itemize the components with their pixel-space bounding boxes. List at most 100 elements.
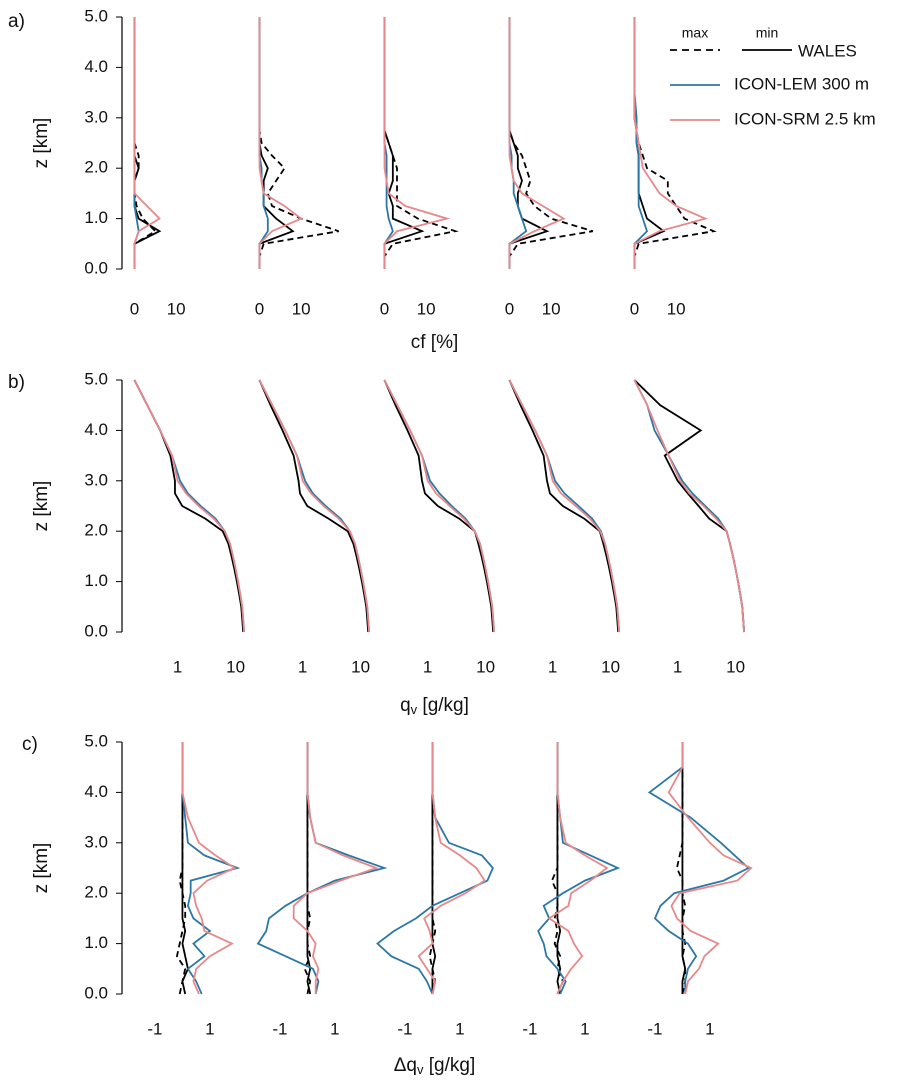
x-tick-label: 0 [505, 299, 514, 318]
y-tick-label: 5.0 [84, 6, 108, 25]
x-axis-title-main: Δq [394, 1055, 417, 1076]
profile-line [383, 379, 496, 633]
x-tick-label: 10 [476, 657, 495, 676]
y-tick-label: 3.0 [84, 832, 108, 851]
y-tick-label: 2.0 [84, 521, 108, 540]
profile-line [258, 17, 303, 269]
panel-label: b) [8, 372, 25, 393]
x-axis-title-sub: v [411, 702, 418, 717]
profile-line [383, 17, 425, 269]
x-tick-label: -1 [647, 1019, 662, 1038]
x-tick-label: 10 [292, 299, 311, 318]
x-tick-label: 10 [226, 657, 245, 676]
profile-line [383, 379, 495, 633]
y-tick-label: 2.0 [84, 883, 108, 902]
profile-line [633, 379, 746, 633]
profile-line [175, 742, 187, 995]
profile-line [383, 17, 459, 269]
x-axis-title: cf [%] [411, 332, 459, 353]
y-tick-label: 3.0 [84, 107, 108, 126]
profile-line [133, 379, 245, 633]
legend-label: max [682, 25, 708, 41]
profile-line [508, 17, 566, 269]
profile-line [258, 379, 371, 633]
x-tick-label: 1 [298, 657, 307, 676]
x-axis-title-unit: [g/kg] [417, 695, 469, 716]
y-tick-label: 5.0 [84, 369, 108, 388]
x-tick-label: 10 [601, 657, 620, 676]
x-tick-label: 1 [455, 1019, 464, 1038]
x-tick-label: -1 [522, 1019, 537, 1038]
x-tick-label: 1 [673, 657, 682, 676]
x-tick-label: -1 [147, 1019, 162, 1038]
x-tick-label: 1 [330, 1019, 339, 1038]
y-tick-label: 3.0 [84, 470, 108, 489]
x-tick-label: 10 [351, 657, 370, 676]
profile-line [633, 17, 649, 269]
profile-line [292, 742, 379, 994]
profile-line [431, 742, 437, 994]
profile-line [181, 742, 189, 995]
x-tick-label: 1 [705, 1019, 714, 1038]
profile-line [508, 17, 528, 269]
profile-line [133, 379, 246, 633]
x-tick-label: 10 [167, 299, 186, 318]
x-tick-label: 10 [542, 299, 561, 318]
y-tick-label: 4.0 [84, 782, 108, 801]
y-tick-label: 5.0 [84, 731, 108, 750]
x-tick-label: 1 [580, 1019, 589, 1038]
profile-line [681, 742, 687, 994]
profile-line [133, 17, 157, 269]
profile-line [133, 17, 161, 269]
y-tick-label: 0.0 [84, 983, 108, 1002]
profile-line [633, 379, 746, 633]
legend-label: ICON-LEM 300 m [734, 74, 869, 93]
x-tick-label: 10 [726, 657, 745, 676]
x-tick-label: 0 [255, 299, 264, 318]
x-tick-label: 0 [630, 299, 639, 318]
legend-label: ICON-SRM 2.5 km [734, 109, 876, 128]
x-tick-label: -1 [397, 1019, 412, 1038]
x-tick-label: 1 [548, 657, 557, 676]
profile-line [417, 742, 486, 995]
y-tick-label: 1.0 [84, 571, 108, 590]
y-axis-title: z [km] [31, 481, 52, 532]
x-tick-label: 0 [130, 299, 139, 318]
profile-line [547, 742, 609, 995]
legend-label: WALES [798, 41, 857, 60]
profile-line [667, 742, 753, 995]
profile-line [383, 17, 451, 269]
panel-label: c) [22, 734, 38, 755]
profile-line [508, 17, 594, 269]
profile-line [556, 742, 562, 995]
x-axis-title-sub: v [417, 1062, 424, 1077]
profile-line [508, 379, 620, 633]
y-tick-label: 2.0 [84, 158, 108, 177]
panel-label: a) [8, 11, 25, 32]
x-axis-title: qv [g/kg] [400, 695, 469, 717]
profile-line [258, 17, 295, 269]
profile-line [181, 742, 237, 995]
x-axis-title-unit: [g/kg] [424, 1055, 476, 1076]
x-tick-label: 1 [173, 657, 182, 676]
y-axis-title: z [km] [31, 843, 52, 894]
profile-line [647, 742, 750, 994]
profile-line [181, 742, 241, 995]
x-tick-label: 1 [423, 657, 432, 676]
x-axis-title: Δqv [g/kg] [394, 1055, 476, 1077]
x-tick-label: -1 [272, 1019, 287, 1038]
profile-line [256, 742, 388, 995]
y-tick-label: 0.0 [84, 258, 108, 277]
y-tick-label: 1.0 [84, 933, 108, 952]
y-tick-label: 1.0 [84, 208, 108, 227]
legend-label: min [756, 25, 779, 41]
profile-line [633, 17, 717, 269]
y-axis-title: z [km] [31, 118, 52, 169]
y-tick-label: 0.0 [84, 621, 108, 640]
profile-line [633, 17, 709, 269]
profile-line [508, 379, 621, 633]
x-axis-title-main: q [400, 695, 411, 716]
x-tick-label: 0 [380, 299, 389, 318]
